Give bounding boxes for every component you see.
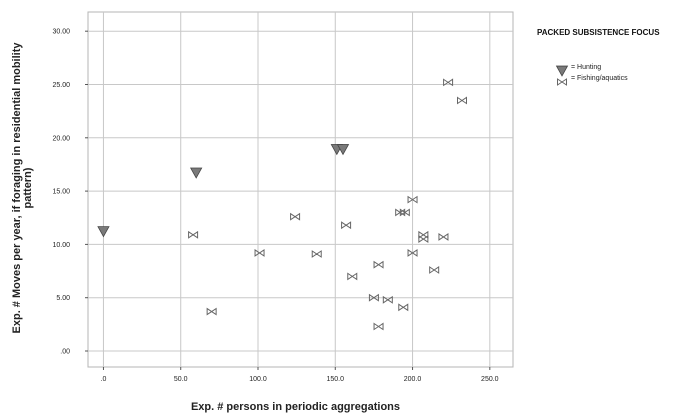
data-point-hunting xyxy=(97,226,110,238)
x-tick-label: .0 xyxy=(101,376,107,383)
y-tick-label: 5.00 xyxy=(56,295,70,302)
y-tick-label: 25.00 xyxy=(52,82,70,89)
data-point-fishing xyxy=(206,307,217,316)
data-point-fishing xyxy=(438,233,449,241)
data-point-hunting xyxy=(336,144,350,156)
legend-label: = Fishing/aquatics xyxy=(571,75,628,82)
data-point-fishing xyxy=(399,208,410,217)
y-tick-label: 15.00 xyxy=(52,189,70,196)
y-axis-title: Exp. # Moves per year, if foraging in re… xyxy=(11,42,34,334)
y-tick-label: 30.00 xyxy=(52,29,70,36)
data-point-fishing xyxy=(457,96,467,105)
data-point-fishing xyxy=(368,293,379,302)
y-axis-title-line: Exp. # Moves per year, if foraging in re… xyxy=(11,42,23,334)
legend-label: = Hunting xyxy=(571,64,601,71)
x-axis-title: Exp. # persons in periodic aggregations xyxy=(191,401,400,413)
x-tick-label: 150.0 xyxy=(327,376,345,383)
data-point-fishing xyxy=(398,303,409,312)
legend-marker-fishing xyxy=(557,78,567,86)
x-tick-label: 100.0 xyxy=(249,376,267,383)
data-point-fishing xyxy=(443,78,454,87)
x-tick-label: 200.0 xyxy=(404,376,422,383)
data-point-fishing xyxy=(373,322,384,331)
data-point-hunting xyxy=(190,167,203,179)
data-point-fishing xyxy=(341,221,352,230)
data-point-fishing xyxy=(418,235,429,244)
data-point-fishing xyxy=(395,208,406,217)
data-point-fishing xyxy=(254,248,265,257)
data-point-fishing xyxy=(373,260,384,269)
plot-area xyxy=(87,11,514,368)
y-axis-title-line: pattern) xyxy=(22,167,34,208)
data-point-fishing xyxy=(429,266,440,274)
data-point-fishing xyxy=(188,230,199,239)
data-point-fishing xyxy=(382,295,393,304)
legend-marker-hunting xyxy=(555,65,569,77)
data-point-fishing xyxy=(311,250,322,258)
y-tick-label: .00 xyxy=(60,349,70,356)
data-point-fishing xyxy=(290,212,301,221)
data-point-fishing xyxy=(347,272,358,281)
x-tick-label: 50.0 xyxy=(174,376,188,383)
y-tick-label: 10.00 xyxy=(52,242,70,249)
data-point-fishing xyxy=(407,195,418,204)
y-tick-label: 20.00 xyxy=(52,135,70,142)
legend-title: PACKED SUBSISTENCE FOCUS xyxy=(537,28,660,37)
data-point-fishing xyxy=(407,248,418,257)
x-tick-label: 250.0 xyxy=(481,376,499,383)
